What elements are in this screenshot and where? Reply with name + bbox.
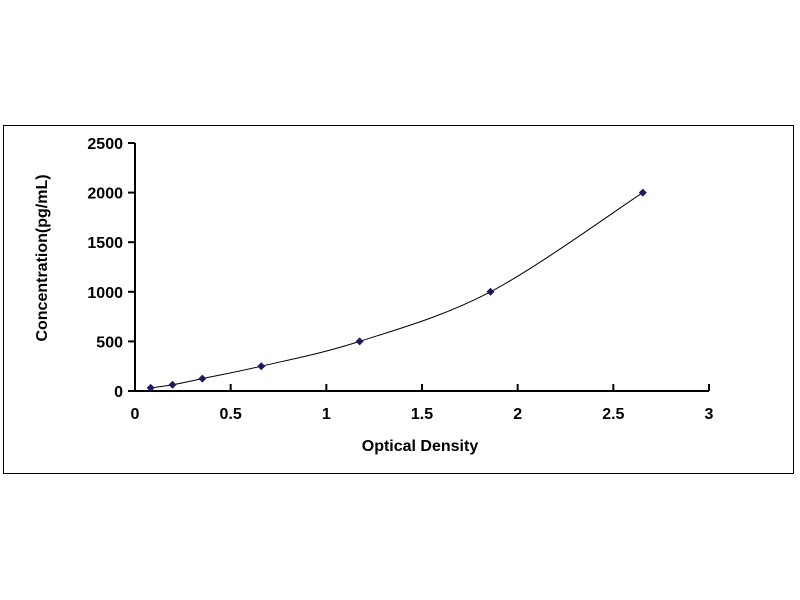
y-tick-label: 500: [96, 334, 123, 351]
data-point: [198, 374, 207, 383]
x-tick-label: 0: [131, 406, 140, 423]
y-tick-label: 0: [114, 384, 123, 401]
y-axis-label: Concentration(pg/mL): [34, 174, 51, 341]
x-tick-label: 2.5: [602, 406, 624, 423]
x-axis-label: Optical Density: [362, 438, 479, 455]
x-tick-label: 2: [513, 406, 522, 423]
y-tick-label: 2000: [87, 186, 123, 203]
x-tick-label: 1: [322, 406, 331, 423]
data-point: [638, 188, 647, 197]
x-tick-label: 1.5: [411, 406, 433, 423]
data-point: [355, 337, 364, 346]
y-tick-label: 1000: [87, 285, 123, 302]
x-tick-label: 3: [705, 406, 714, 423]
chart-frame: [3, 125, 794, 474]
y-tick-label: 2500: [87, 136, 123, 153]
trend-curve: [150, 192, 644, 389]
data-point: [257, 362, 266, 371]
data-point: [168, 380, 177, 389]
data-point: [146, 383, 155, 392]
data-point: [486, 287, 495, 296]
y-tick-label: 1500: [87, 235, 123, 252]
x-tick-label: 0.5: [220, 406, 242, 423]
